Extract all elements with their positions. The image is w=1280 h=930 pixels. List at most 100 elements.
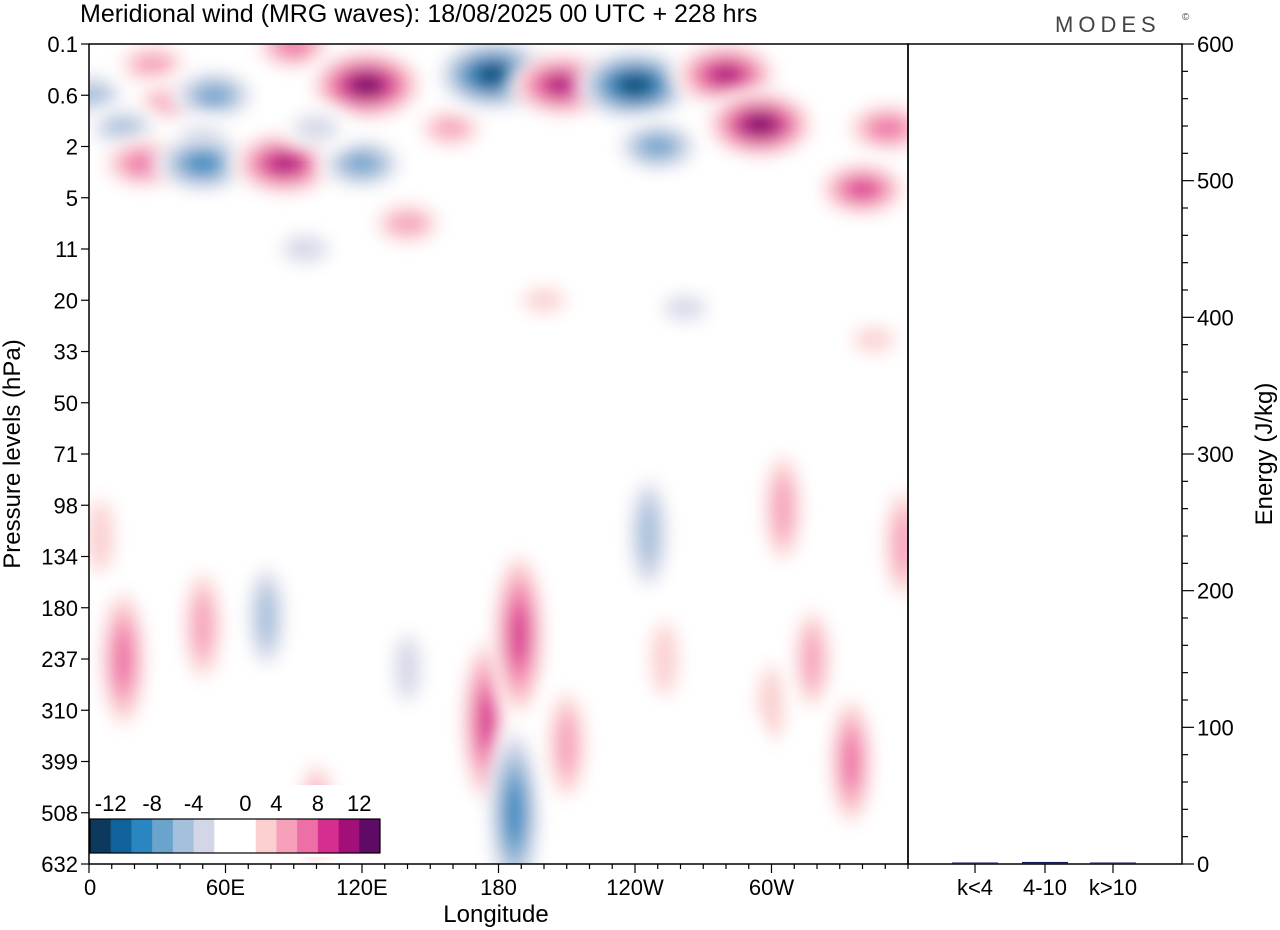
contour-band (592, 237, 655, 272)
wind-anomaly (112, 44, 194, 89)
contour-band (480, 66, 508, 84)
energy-tick-label: 300 (1197, 442, 1234, 467)
brand-logo: MODES © (1055, 12, 1190, 37)
y-tick-label: 399 (41, 750, 78, 775)
contour-band (847, 180, 878, 198)
colorbar-swatch (317, 819, 339, 853)
brand-mark: © (1182, 12, 1190, 23)
y-tick-label: 237 (41, 647, 78, 672)
energy-frame (907, 43, 1183, 865)
contour-band (394, 634, 421, 702)
contour-band (113, 628, 133, 690)
wind-anomaly (510, 281, 578, 320)
energy-axis: 0 100 200 300 400 500 600 (1182, 32, 1234, 877)
y-tick-label: 71 (54, 442, 78, 467)
contour-band (547, 76, 577, 94)
wind-anomaly (840, 320, 908, 359)
wind-anomaly (307, 48, 427, 122)
x-tick-label: 120E (336, 875, 387, 900)
wind-anomaly (269, 228, 341, 270)
colorbar-swatch (172, 819, 194, 853)
contour-band (270, 154, 300, 173)
colorbar-label: 8 (312, 791, 324, 816)
energy-bar (1022, 861, 1068, 864)
wind-anomaly (491, 540, 547, 729)
contour-band (892, 510, 908, 577)
contour-band (758, 665, 785, 741)
colorbar-label: -4 (184, 791, 204, 816)
y-tick-label: 33 (54, 340, 78, 365)
wind-anomaly (387, 616, 428, 721)
contour-band (640, 136, 675, 157)
contour-band (126, 153, 161, 174)
contour-band (663, 296, 707, 321)
y-tick-label: 98 (54, 493, 78, 518)
colorbar-swatch (110, 819, 132, 853)
contour-band (256, 586, 277, 647)
x-tick-label: 0 (84, 875, 96, 900)
colorbar-label: 12 (347, 791, 371, 816)
y-tick-label: 310 (41, 698, 78, 723)
wind-anomaly (280, 107, 353, 149)
wind-anomaly (671, 44, 781, 108)
y-axis-label: Pressure levels (hPa) (0, 339, 26, 568)
x-tick-label: 60E (206, 875, 245, 900)
x-tick-label: 60W (749, 875, 794, 900)
wind-anomaly (880, 473, 908, 614)
energy-cat-label: k<4 (957, 875, 993, 900)
contour-band (555, 711, 578, 778)
wind-anomaly (575, 48, 695, 122)
energy-cat-label: k>10 (1089, 875, 1137, 900)
y-tick-label: 5 (66, 186, 78, 211)
wind-anomaly (152, 133, 253, 194)
contour-band (746, 116, 774, 133)
contour-band (505, 783, 524, 842)
contour-band (133, 53, 172, 76)
contour-band (240, 355, 302, 390)
energy-axis-label: Energy (J/kg) (1251, 383, 1278, 526)
energy-bars: k<4 4-10 k>10 (952, 861, 1137, 900)
colorbar-swatch (276, 819, 298, 853)
x-tick-label: 180 (480, 875, 517, 900)
wind-anomaly (97, 577, 149, 741)
wind-anomaly (316, 136, 408, 191)
wind-anomaly (244, 552, 289, 681)
energy-bar (1090, 862, 1136, 864)
contour-band (89, 499, 114, 574)
wind-anomaly (826, 685, 876, 838)
contour-band (191, 592, 214, 659)
contour-band (352, 76, 381, 94)
wind-anomaly (434, 44, 554, 112)
wind-anomaly (240, 355, 302, 390)
x-axis-label: Longitude (443, 901, 548, 928)
contour-band (510, 605, 528, 664)
energy-tick-label: 500 (1197, 169, 1234, 194)
wind-anomaly (612, 119, 703, 174)
colorbar-label: -8 (142, 791, 162, 816)
y-tick-label: 11 (55, 237, 78, 262)
contour-band (293, 115, 340, 142)
contour-band (711, 66, 741, 84)
colorbar-frame (89, 818, 381, 854)
wind-anomaly (730, 716, 768, 808)
contour-band (771, 474, 794, 542)
wind-anomaly (814, 160, 908, 218)
wind-anomaly (790, 595, 835, 723)
colorbar-swatch (359, 819, 381, 853)
contour-band (842, 733, 861, 790)
wind-anomaly (651, 289, 719, 327)
colorbar-swatch (235, 819, 257, 853)
colorbar-label: 0 (239, 791, 251, 816)
contour-band (277, 44, 310, 56)
y-tick-label: 0.1 (47, 32, 78, 57)
colorbar-label: 4 (270, 791, 282, 816)
contour-band (282, 235, 328, 263)
colorbar-swatch (90, 819, 112, 853)
wind-anomaly (367, 199, 448, 247)
y-tick-label: 632 (41, 852, 78, 877)
wind-anomaly (486, 718, 543, 864)
contour-band (802, 628, 823, 690)
wind-anomaly (759, 438, 807, 579)
contour-band (105, 117, 142, 139)
colorbar-label: -12 (95, 791, 127, 816)
